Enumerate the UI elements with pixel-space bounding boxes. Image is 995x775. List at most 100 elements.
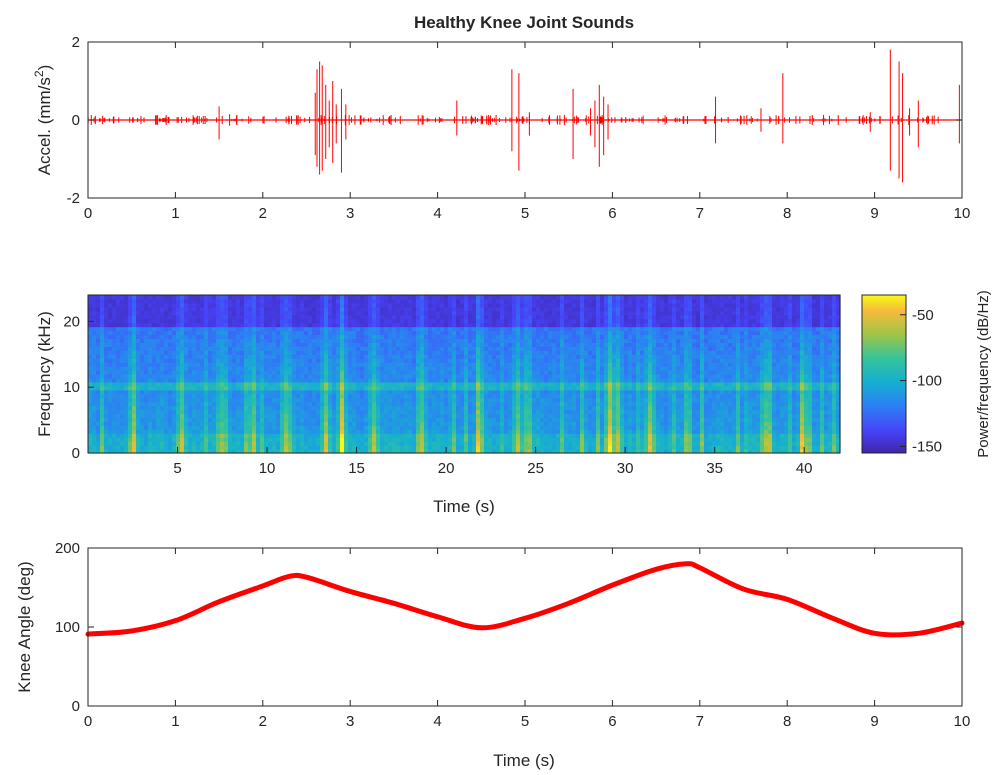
- spectrogram-cell: [328, 314, 333, 320]
- spectrogram-cell: [376, 334, 381, 340]
- spectrogram-cell: [444, 310, 449, 316]
- spectrogram-cell: [272, 441, 277, 446]
- spectrogram-cell: [520, 306, 525, 312]
- spectrogram-cell: [324, 306, 329, 312]
- spectrogram-cell: [160, 298, 165, 304]
- spectrogram-cell: [268, 306, 273, 312]
- spectrogram-cell: [384, 425, 389, 430]
- spectrogram-cell: [352, 421, 357, 426]
- spectrogram-cell: [400, 310, 405, 316]
- spectrogram-cell: [248, 441, 253, 446]
- spectrogram-cell: [316, 389, 321, 395]
- spectrogram-cell: [396, 314, 401, 320]
- spectrogram-cell: [212, 405, 217, 411]
- spectrogram-cell: [384, 342, 389, 347]
- spectrogram-cell: [140, 409, 145, 415]
- spectrogram-cell: [372, 354, 377, 359]
- spectrogram-cell: [152, 302, 157, 308]
- spectrogram-cell: [108, 362, 113, 367]
- spectrogram-cell: [548, 417, 553, 422]
- spectrogram-cell: [248, 381, 253, 387]
- spectrogram-cell: [444, 421, 449, 426]
- spectrogram-cell: [472, 381, 477, 387]
- spectrogram-cell: [528, 421, 533, 426]
- spectrogram-cell: [476, 405, 481, 411]
- spectrogram-cell: [148, 322, 153, 328]
- spectrogram-cell: [460, 346, 465, 351]
- spectrogram-cell: [396, 350, 401, 355]
- spectrogram-cell: [212, 350, 217, 355]
- spectrogram-cell: [440, 389, 445, 395]
- spectrogram-cell: [128, 389, 133, 395]
- spectrogram-cell: [252, 350, 257, 355]
- spectrogram-cell: [240, 295, 245, 300]
- spectrogram-cell: [512, 326, 517, 332]
- spectrogram-cell: [460, 366, 465, 371]
- spectrogram-cell: [496, 342, 501, 347]
- spectrogram-cell: [144, 405, 149, 411]
- spectrogram-cell: [268, 326, 273, 332]
- spectrogram-cell: [136, 342, 141, 347]
- spectrogram-cell: [336, 310, 341, 316]
- spectrogram-cell: [128, 350, 133, 355]
- spectrogram-cell: [260, 445, 265, 450]
- spectrogram-cell: [92, 417, 97, 422]
- spectrogram-cell: [172, 413, 177, 419]
- spectrogram-cell: [436, 354, 441, 359]
- spectrogram-cell: [152, 429, 157, 434]
- spectrogram-cell: [244, 334, 249, 340]
- spectrogram-cell: [236, 354, 241, 359]
- spectrogram-cell: [184, 370, 189, 375]
- spectrogram-cell: [136, 354, 141, 359]
- spectrogram-cell: [148, 389, 153, 395]
- spectrogram-cell: [532, 441, 537, 446]
- spectrogram-cell: [488, 409, 493, 415]
- spectrogram-cell: [128, 334, 133, 340]
- spectrogram-cell: [448, 354, 453, 359]
- spectrogram-cell: [332, 449, 337, 454]
- spectrogram-cell: [428, 409, 433, 415]
- spectrogram-cell: [332, 417, 337, 422]
- spectrogram-cell: [88, 354, 93, 359]
- spectrogram-cell: [308, 433, 313, 438]
- spectrogram-cell: [544, 338, 549, 343]
- spectrogram-cell: [352, 425, 357, 430]
- spectrogram-cell: [232, 338, 237, 343]
- spectrogram-cell: [176, 405, 181, 411]
- spectrogram-cell: [184, 314, 189, 320]
- spectrogram-cell: [404, 433, 409, 438]
- spectrogram-cell: [280, 342, 285, 347]
- spectrogram-cell: [496, 334, 501, 340]
- spectrogram-cell: [420, 306, 425, 312]
- spectrogram-cell: [256, 350, 261, 355]
- spectrogram-cell: [492, 401, 497, 407]
- spectrogram-cell: [448, 326, 453, 332]
- spectrogram-cell: [236, 405, 241, 411]
- spectrogram-cell: [244, 389, 249, 395]
- spectrogram-cell: [92, 358, 97, 363]
- spectrogram-cell: [308, 421, 313, 426]
- spectrogram-cell: [496, 389, 501, 395]
- spectrogram-cell: [484, 346, 489, 351]
- spectrogram-cell: [344, 318, 349, 324]
- spectrogram-cell: [168, 405, 173, 411]
- spectrogram-cell: [184, 421, 189, 426]
- spectrogram-cell: [124, 413, 129, 419]
- spectrogram-cell: [160, 362, 165, 367]
- spectrogram-cell: [336, 401, 341, 407]
- spectrogram-cell: [256, 318, 261, 324]
- spectrogram-cell: [468, 350, 473, 355]
- spectrogram-cell: [184, 441, 189, 446]
- spectrogram-cell: [184, 381, 189, 387]
- spectrogram-cell: [220, 381, 225, 387]
- spectrogram-cell: [116, 425, 121, 430]
- spectrogram-cell: [348, 310, 353, 316]
- spectrogram-cell: [452, 405, 457, 411]
- spectrogram-cell: [188, 433, 193, 438]
- spectrogram-cell: [292, 358, 297, 363]
- spectrogram-cell: [168, 362, 173, 367]
- spectrogram-cell: [308, 425, 313, 430]
- spectrogram-cell: [216, 441, 221, 446]
- spectrogram-cell: [244, 362, 249, 367]
- spectrogram-cell: [416, 405, 421, 411]
